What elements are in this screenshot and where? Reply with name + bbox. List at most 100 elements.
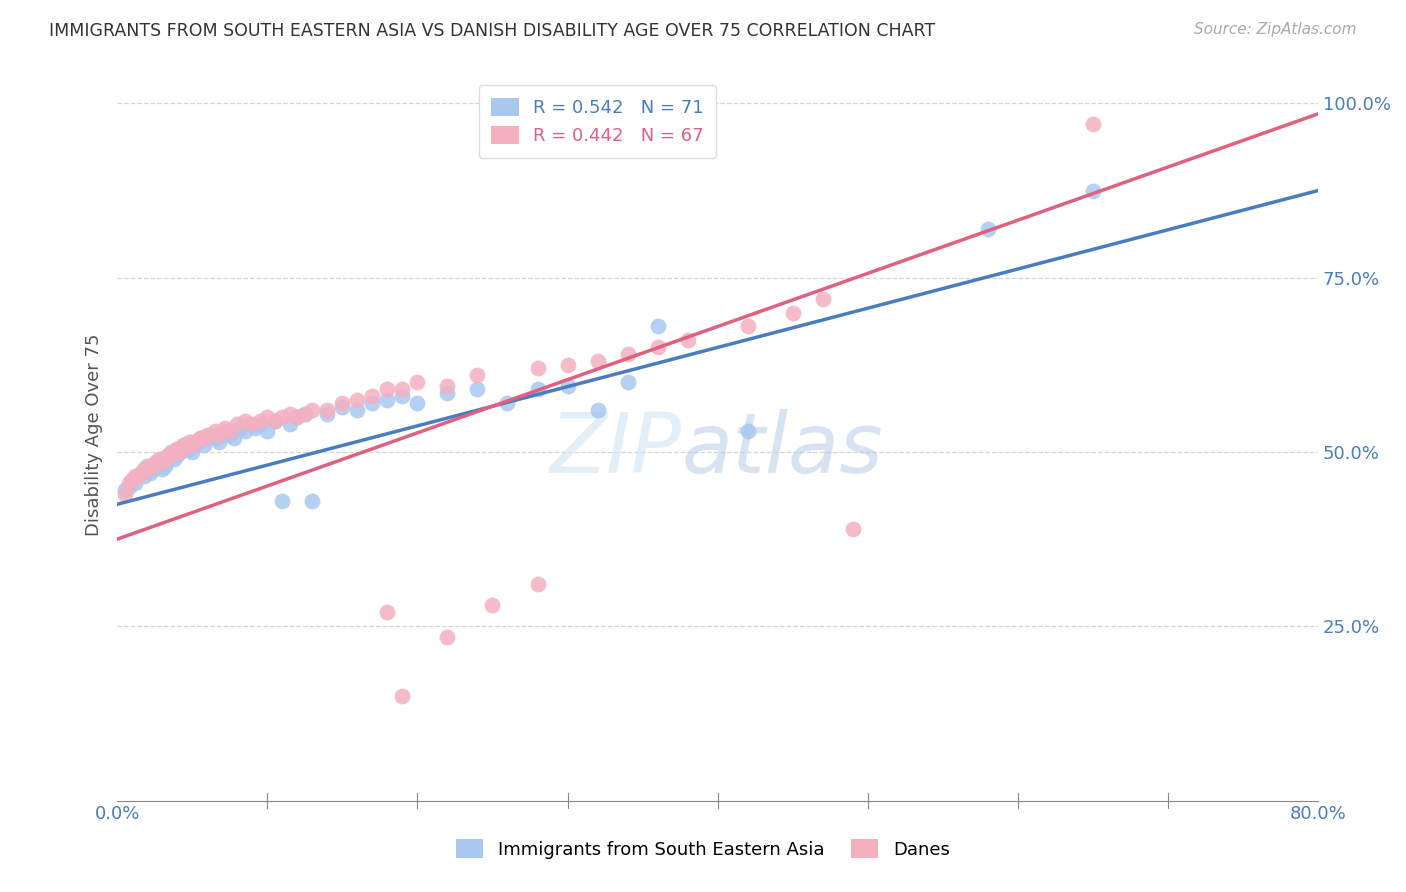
Point — [406, 396, 429, 410]
Point — [332, 400, 354, 414]
Point — [224, 431, 246, 445]
Point — [218, 424, 240, 438]
Point — [208, 434, 231, 449]
Point — [150, 455, 173, 469]
Point — [233, 424, 256, 438]
Point — [200, 427, 222, 442]
Point — [150, 462, 173, 476]
Point — [155, 452, 177, 467]
Point — [127, 469, 149, 483]
Point — [114, 483, 136, 498]
Legend: Immigrants from South Eastern Asia, Danes: Immigrants from South Eastern Asia, Dane… — [446, 829, 960, 870]
Point — [467, 368, 489, 383]
Point — [391, 382, 413, 396]
Point — [148, 452, 170, 467]
Point — [204, 431, 226, 445]
Point — [190, 431, 212, 445]
Point — [136, 462, 159, 476]
Point — [214, 420, 236, 434]
Point — [143, 458, 166, 473]
Y-axis label: Disability Age Over 75: Disability Age Over 75 — [86, 334, 103, 536]
Point — [193, 431, 215, 445]
Point — [406, 376, 429, 390]
Point — [166, 442, 188, 456]
Point — [172, 438, 194, 452]
Point — [166, 442, 188, 456]
Point — [195, 427, 218, 442]
Point — [150, 452, 173, 467]
Point — [129, 466, 152, 480]
Point — [179, 442, 201, 456]
Point — [166, 449, 188, 463]
Point — [163, 445, 186, 459]
Point — [1081, 117, 1104, 131]
Point — [145, 455, 167, 469]
Point — [155, 458, 177, 473]
Point — [842, 522, 865, 536]
Point — [316, 407, 339, 421]
Point — [204, 424, 226, 438]
Point — [301, 403, 323, 417]
Point — [301, 493, 323, 508]
Point — [526, 577, 548, 591]
Point — [391, 389, 413, 403]
Point — [193, 438, 215, 452]
Point — [263, 414, 285, 428]
Point — [181, 434, 204, 449]
Point — [163, 452, 186, 467]
Point — [467, 382, 489, 396]
Point — [436, 378, 458, 392]
Point — [436, 630, 458, 644]
Point — [294, 407, 316, 421]
Point — [737, 319, 759, 334]
Point — [172, 442, 194, 456]
Text: atlas: atlas — [682, 409, 883, 490]
Point — [361, 389, 384, 403]
Point — [148, 458, 170, 473]
Text: ZIP: ZIP — [550, 409, 682, 490]
Point — [647, 340, 669, 354]
Point — [361, 396, 384, 410]
Point — [160, 445, 183, 459]
Text: Source: ZipAtlas.com: Source: ZipAtlas.com — [1194, 22, 1357, 37]
Point — [271, 493, 294, 508]
Text: IMMIGRANTS FROM SOUTH EASTERN ASIA VS DANISH DISABILITY AGE OVER 75 CORRELATION : IMMIGRANTS FROM SOUTH EASTERN ASIA VS DA… — [49, 22, 935, 40]
Point — [616, 376, 638, 390]
Point — [557, 378, 579, 392]
Point — [377, 606, 399, 620]
Point — [174, 438, 197, 452]
Legend: R = 0.542   N = 71, R = 0.442   N = 67: R = 0.542 N = 71, R = 0.442 N = 67 — [479, 85, 716, 158]
Point — [188, 431, 211, 445]
Point — [737, 424, 759, 438]
Point — [139, 466, 162, 480]
Point — [346, 403, 368, 417]
Point — [211, 427, 233, 442]
Point — [157, 452, 180, 467]
Point — [184, 438, 207, 452]
Point — [233, 414, 256, 428]
Point — [240, 417, 263, 431]
Point — [263, 414, 285, 428]
Point — [181, 445, 204, 459]
Point — [118, 476, 141, 491]
Point — [114, 487, 136, 501]
Point — [285, 410, 308, 425]
Point — [142, 458, 165, 473]
Point — [127, 469, 149, 483]
Point — [195, 431, 218, 445]
Point — [169, 445, 191, 459]
Point — [174, 438, 197, 452]
Point — [121, 473, 143, 487]
Point — [214, 424, 236, 438]
Point — [159, 449, 181, 463]
Point — [586, 403, 609, 417]
Point — [124, 469, 146, 483]
Point — [481, 599, 503, 613]
Point — [229, 420, 252, 434]
Point — [118, 480, 141, 494]
Point — [496, 396, 519, 410]
Point — [616, 347, 638, 361]
Point — [811, 292, 834, 306]
Point — [526, 382, 548, 396]
Point — [557, 358, 579, 372]
